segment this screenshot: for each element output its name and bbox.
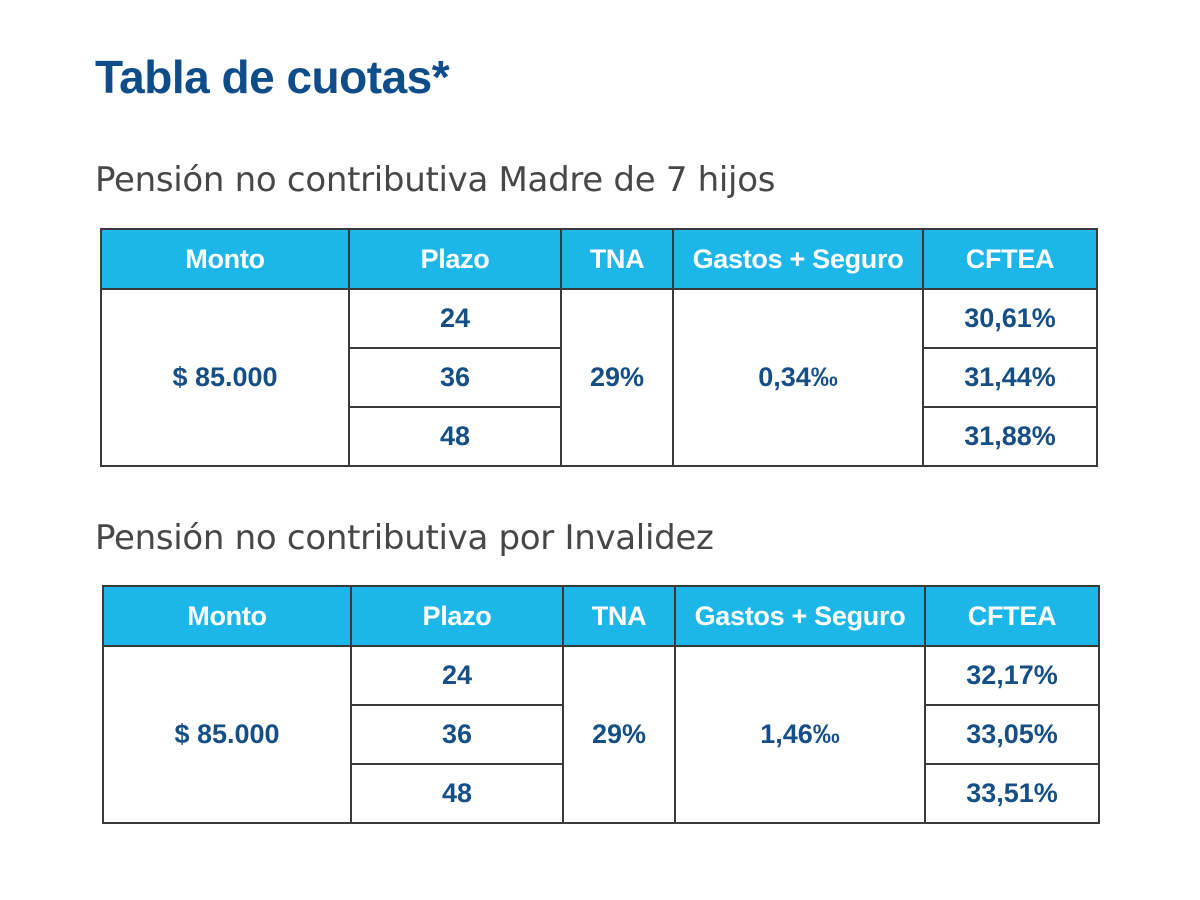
header-tna: TNA	[562, 585, 676, 647]
tna-cell: 29%	[560, 288, 674, 467]
plazo-cell: 48	[348, 406, 562, 467]
header-plazo: Plazo	[350, 585, 564, 647]
cftea-cell: 33,51%	[924, 763, 1100, 824]
cftea-cell: 30,61%	[922, 288, 1098, 349]
header-gastos-seguro: Gastos + Seguro	[672, 228, 924, 290]
plazo-cell: 36	[350, 704, 564, 765]
table-row: $ 85.000 24 29% 0,34‰ 30,61%	[100, 288, 1098, 467]
cftea-cell: 31,44%	[922, 347, 1098, 408]
table-row: 36 31,44%	[101, 347, 1098, 408]
table-row: $ 85.000 24 29% 1,46‰ 32,17%	[102, 645, 1100, 824]
table-header-row: Monto Plazo TNA Gastos + Seguro CFTEA	[100, 228, 1098, 290]
plazo-cell: 36	[348, 347, 562, 408]
gastos-seguro-cell: 1,46‰	[674, 645, 926, 824]
section-title-invalidez: Pensión no contributiva por Invalidez	[95, 518, 714, 558]
header-cftea: CFTEA	[922, 228, 1098, 290]
monto-cell: $ 85.000	[100, 288, 350, 467]
plazo-cell: 48	[350, 763, 564, 824]
monto-cell: $ 85.000	[102, 645, 352, 824]
header-cftea: CFTEA	[924, 585, 1100, 647]
cuotas-table-invalidez: Monto Plazo TNA Gastos + Seguro CFTEA $ …	[102, 585, 1100, 824]
header-tna: TNA	[560, 228, 674, 290]
table-row: 48 33,51%	[103, 763, 1100, 824]
header-plazo: Plazo	[348, 228, 562, 290]
header-monto: Monto	[102, 585, 352, 647]
table-row: 48 31,88%	[101, 406, 1098, 467]
table-row: 36 33,05%	[103, 704, 1100, 765]
cuotas-table-madre-7-hijos: Monto Plazo TNA Gastos + Seguro CFTEA $ …	[100, 228, 1098, 467]
header-monto: Monto	[100, 228, 350, 290]
cftea-cell: 32,17%	[924, 645, 1100, 706]
section-title-madre-7-hijos: Pensión no contributiva Madre de 7 hijos	[95, 160, 776, 200]
header-gastos-seguro: Gastos + Seguro	[674, 585, 926, 647]
gastos-seguro-cell: 0,34‰	[672, 288, 924, 467]
tna-cell: 29%	[562, 645, 676, 824]
plazo-cell: 24	[348, 288, 562, 349]
cftea-cell: 31,88%	[922, 406, 1098, 467]
table-header-row: Monto Plazo TNA Gastos + Seguro CFTEA	[102, 585, 1100, 647]
plazo-cell: 24	[350, 645, 564, 706]
cftea-cell: 33,05%	[924, 704, 1100, 765]
page-title: Tabla de cuotas*	[95, 51, 450, 103]
